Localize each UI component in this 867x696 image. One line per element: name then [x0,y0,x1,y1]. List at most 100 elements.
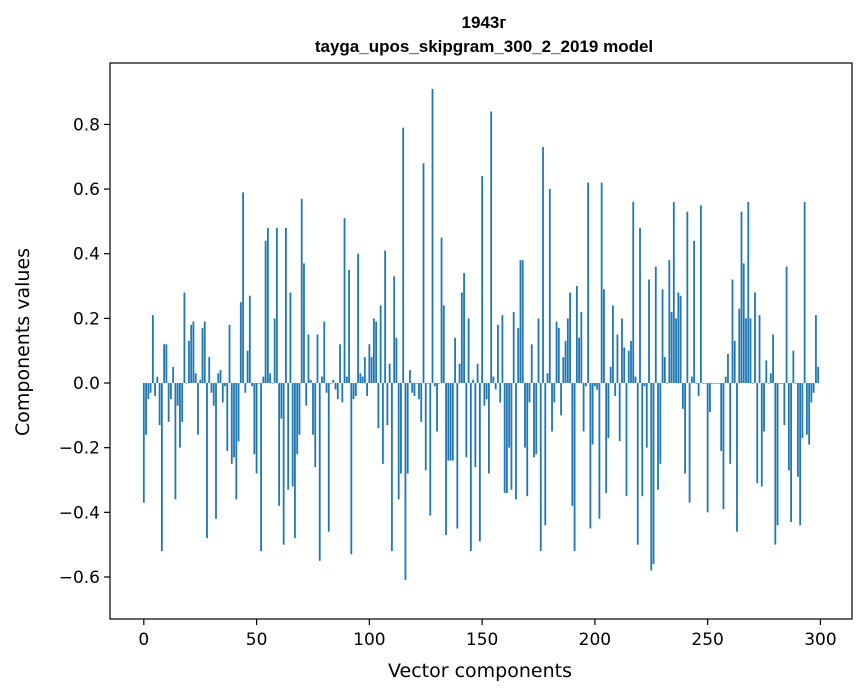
bar-209 [614,383,617,396]
bar-235 [672,202,675,384]
bar-272 [756,383,759,484]
bar-92 [350,383,353,555]
bar-187 [564,341,567,384]
bar-212 [621,318,623,384]
bar-18 [183,292,186,384]
bar-11 [167,383,170,422]
bar-24 [197,383,199,435]
bar-97 [361,376,364,384]
bar-244 [693,240,696,384]
bar-58 [273,318,276,384]
bar-191 [573,383,576,552]
bar-193 [578,337,580,384]
bar-207 [609,366,612,384]
bar-216 [630,341,632,384]
bar-9 [163,344,166,384]
bar-152 [485,383,488,400]
x-tick-label-100: 100 [353,630,385,650]
bar-237 [677,292,680,384]
bar-234 [670,311,673,384]
bar-22 [192,321,195,384]
bar-59 [275,227,278,384]
bar-231 [663,357,666,384]
bar-208 [612,305,614,384]
bar-5 [154,383,156,396]
bar-0 [142,383,145,503]
bar-89 [343,218,346,384]
bar-229 [659,383,662,464]
y-tick-label-7: 0.8 [73,115,100,135]
bar-37 [226,383,229,451]
bar-143 [465,383,468,458]
bar-194 [580,311,583,384]
bar-249 [704,383,707,384]
bar-210 [616,334,619,384]
bar-105 [379,305,382,384]
bar-186 [562,357,565,384]
bar-104 [377,383,380,429]
bar-240 [684,383,686,474]
bar-150 [481,176,484,384]
bar-281 [776,383,779,526]
bar-215 [627,350,630,384]
bar-147 [474,383,477,468]
bar-160 [503,383,506,493]
bar-7 [158,383,161,426]
bar-48 [251,383,253,387]
bar-16 [179,383,181,448]
bar-295 [808,383,811,445]
bar-284 [783,383,786,426]
bar-14 [174,383,177,500]
bar-164 [512,311,515,384]
bar-153 [487,383,490,474]
bar-263 [736,383,738,532]
bar-167 [519,260,522,384]
bar-43 [239,302,242,384]
bar-285 [785,266,788,384]
bar-245 [695,383,698,384]
bar-136 [449,383,452,461]
bar-252 [711,383,714,384]
bar-74 [309,379,312,384]
bar-99 [366,383,368,396]
bar-34 [219,370,222,384]
x-axis-label: Vector components [388,660,572,682]
bar-112 [395,337,398,384]
bar-177 [542,147,544,384]
bar-199 [591,383,594,445]
bar-25 [199,379,202,384]
bar-20 [188,341,190,384]
bar-266 [742,263,745,384]
bar-130 [436,383,438,432]
bar-168 [521,260,524,384]
bar-38 [228,324,231,384]
bar-50 [255,383,258,474]
bar-77 [316,334,319,384]
bar-95 [357,253,359,384]
bar-166 [517,328,520,384]
bar-6 [156,376,159,384]
bar-184 [557,328,560,384]
bar-113 [397,383,400,500]
bar-297 [812,383,815,393]
bar-41 [235,383,238,500]
bar-242 [688,383,691,503]
bar-140 [458,363,461,384]
bar-68 [296,383,299,455]
bar-108 [386,383,389,426]
bar-228 [657,383,659,490]
bar-137 [451,383,454,461]
bar-2 [147,383,150,400]
bar-178 [544,383,547,526]
bar-49 [253,383,256,455]
bar-292 [801,383,804,438]
bar-165 [515,383,517,500]
bar-261 [731,279,734,384]
chart-title-line2: tayga_upos_skipgram_300_2_2019 model [315,37,653,56]
bar-291 [799,383,802,526]
bar-278 [769,373,772,384]
bar-254 [715,383,718,384]
bar-115 [402,127,405,384]
bar-262 [733,341,736,384]
bar-213 [623,347,626,384]
